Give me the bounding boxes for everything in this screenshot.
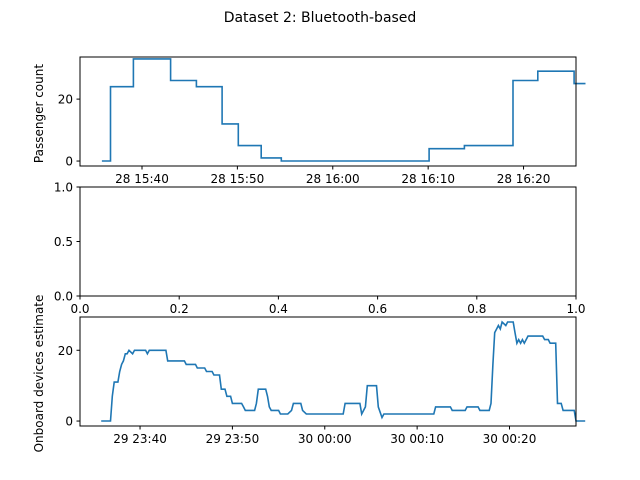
onboard-devices-ytick-label: 20 [58, 344, 73, 358]
empty-axes-ticks: 0.0 0.2 0.4 0.6 0.8 1.0 0.0 0.5 1.0 [54, 181, 586, 317]
empty-axes-xtick-label: 0.8 [467, 302, 486, 316]
empty-axes-ytick-label: 1.0 [54, 181, 73, 195]
passenger-count-xtick-label: 28 16:20 [497, 172, 551, 186]
empty-axes: 0.0 0.2 0.4 0.6 0.8 1.0 0.0 0.5 1.0 [54, 181, 586, 317]
onboard-devices-xtick-label: 30 00:00 [298, 432, 352, 446]
onboard-devices-axes: Onboard devices estimate 29 23:40 29 23:5… [32, 295, 586, 453]
passenger-count-ylabel: Passenger count [32, 64, 46, 163]
passenger-count-axes: Passenger count 28 15:40 28 15:50 28 16:00… [32, 56, 586, 186]
passenger-count-xtick-label: 28 16:10 [401, 172, 455, 186]
passenger-count-ytick-label: 20 [58, 93, 73, 107]
passenger-count-xtick-label: 28 16:00 [306, 172, 360, 186]
empty-axes-xtick-label: 1.0 [566, 302, 585, 316]
onboard-devices-xtick-label: 30 00:20 [483, 432, 537, 446]
passenger-count-frame [79, 56, 577, 167]
onboard-devices-ytick-label: 0 [65, 415, 73, 429]
passenger-count-series-line [101, 58, 586, 162]
onboard-devices-series-line [101, 320, 586, 422]
onboard-devices-xtick-label: 30 00:10 [390, 432, 444, 446]
empty-axes-xtick-label: 0.2 [170, 302, 189, 316]
figure-title: Dataset 2: Bluetooth-based [224, 10, 417, 26]
empty-axes-ytick-label: 0.5 [54, 235, 73, 249]
onboard-devices-xtick-label: 29 23:40 [113, 432, 167, 446]
empty-axes-ytick-label: 0.0 [54, 290, 73, 304]
onboard-devices-frame [79, 316, 577, 427]
onboard-devices-ylabel: Onboard devices estimate [32, 295, 46, 453]
empty-axes-frame [79, 186, 577, 297]
onboard-devices-xtick-label: 29 23:50 [206, 432, 260, 446]
onboard-devices-ticks: 29 23:40 29 23:50 30 00:00 30 00:10 30 00:20… [58, 344, 537, 446]
passenger-count-ticks: 28 15:40 28 15:50 28 16:00 28 16:10 28 16:20… [58, 93, 551, 186]
passenger-count-ytick-label: 0 [65, 155, 73, 169]
empty-axes-xtick-label: 0.4 [269, 302, 288, 316]
passenger-count-xtick-label: 28 15:40 [115, 172, 169, 186]
passenger-count-xtick-label: 28 15:50 [211, 172, 265, 186]
empty-axes-xtick-label: 0.0 [70, 302, 89, 316]
empty-axes-xtick-label: 0.6 [368, 302, 387, 316]
